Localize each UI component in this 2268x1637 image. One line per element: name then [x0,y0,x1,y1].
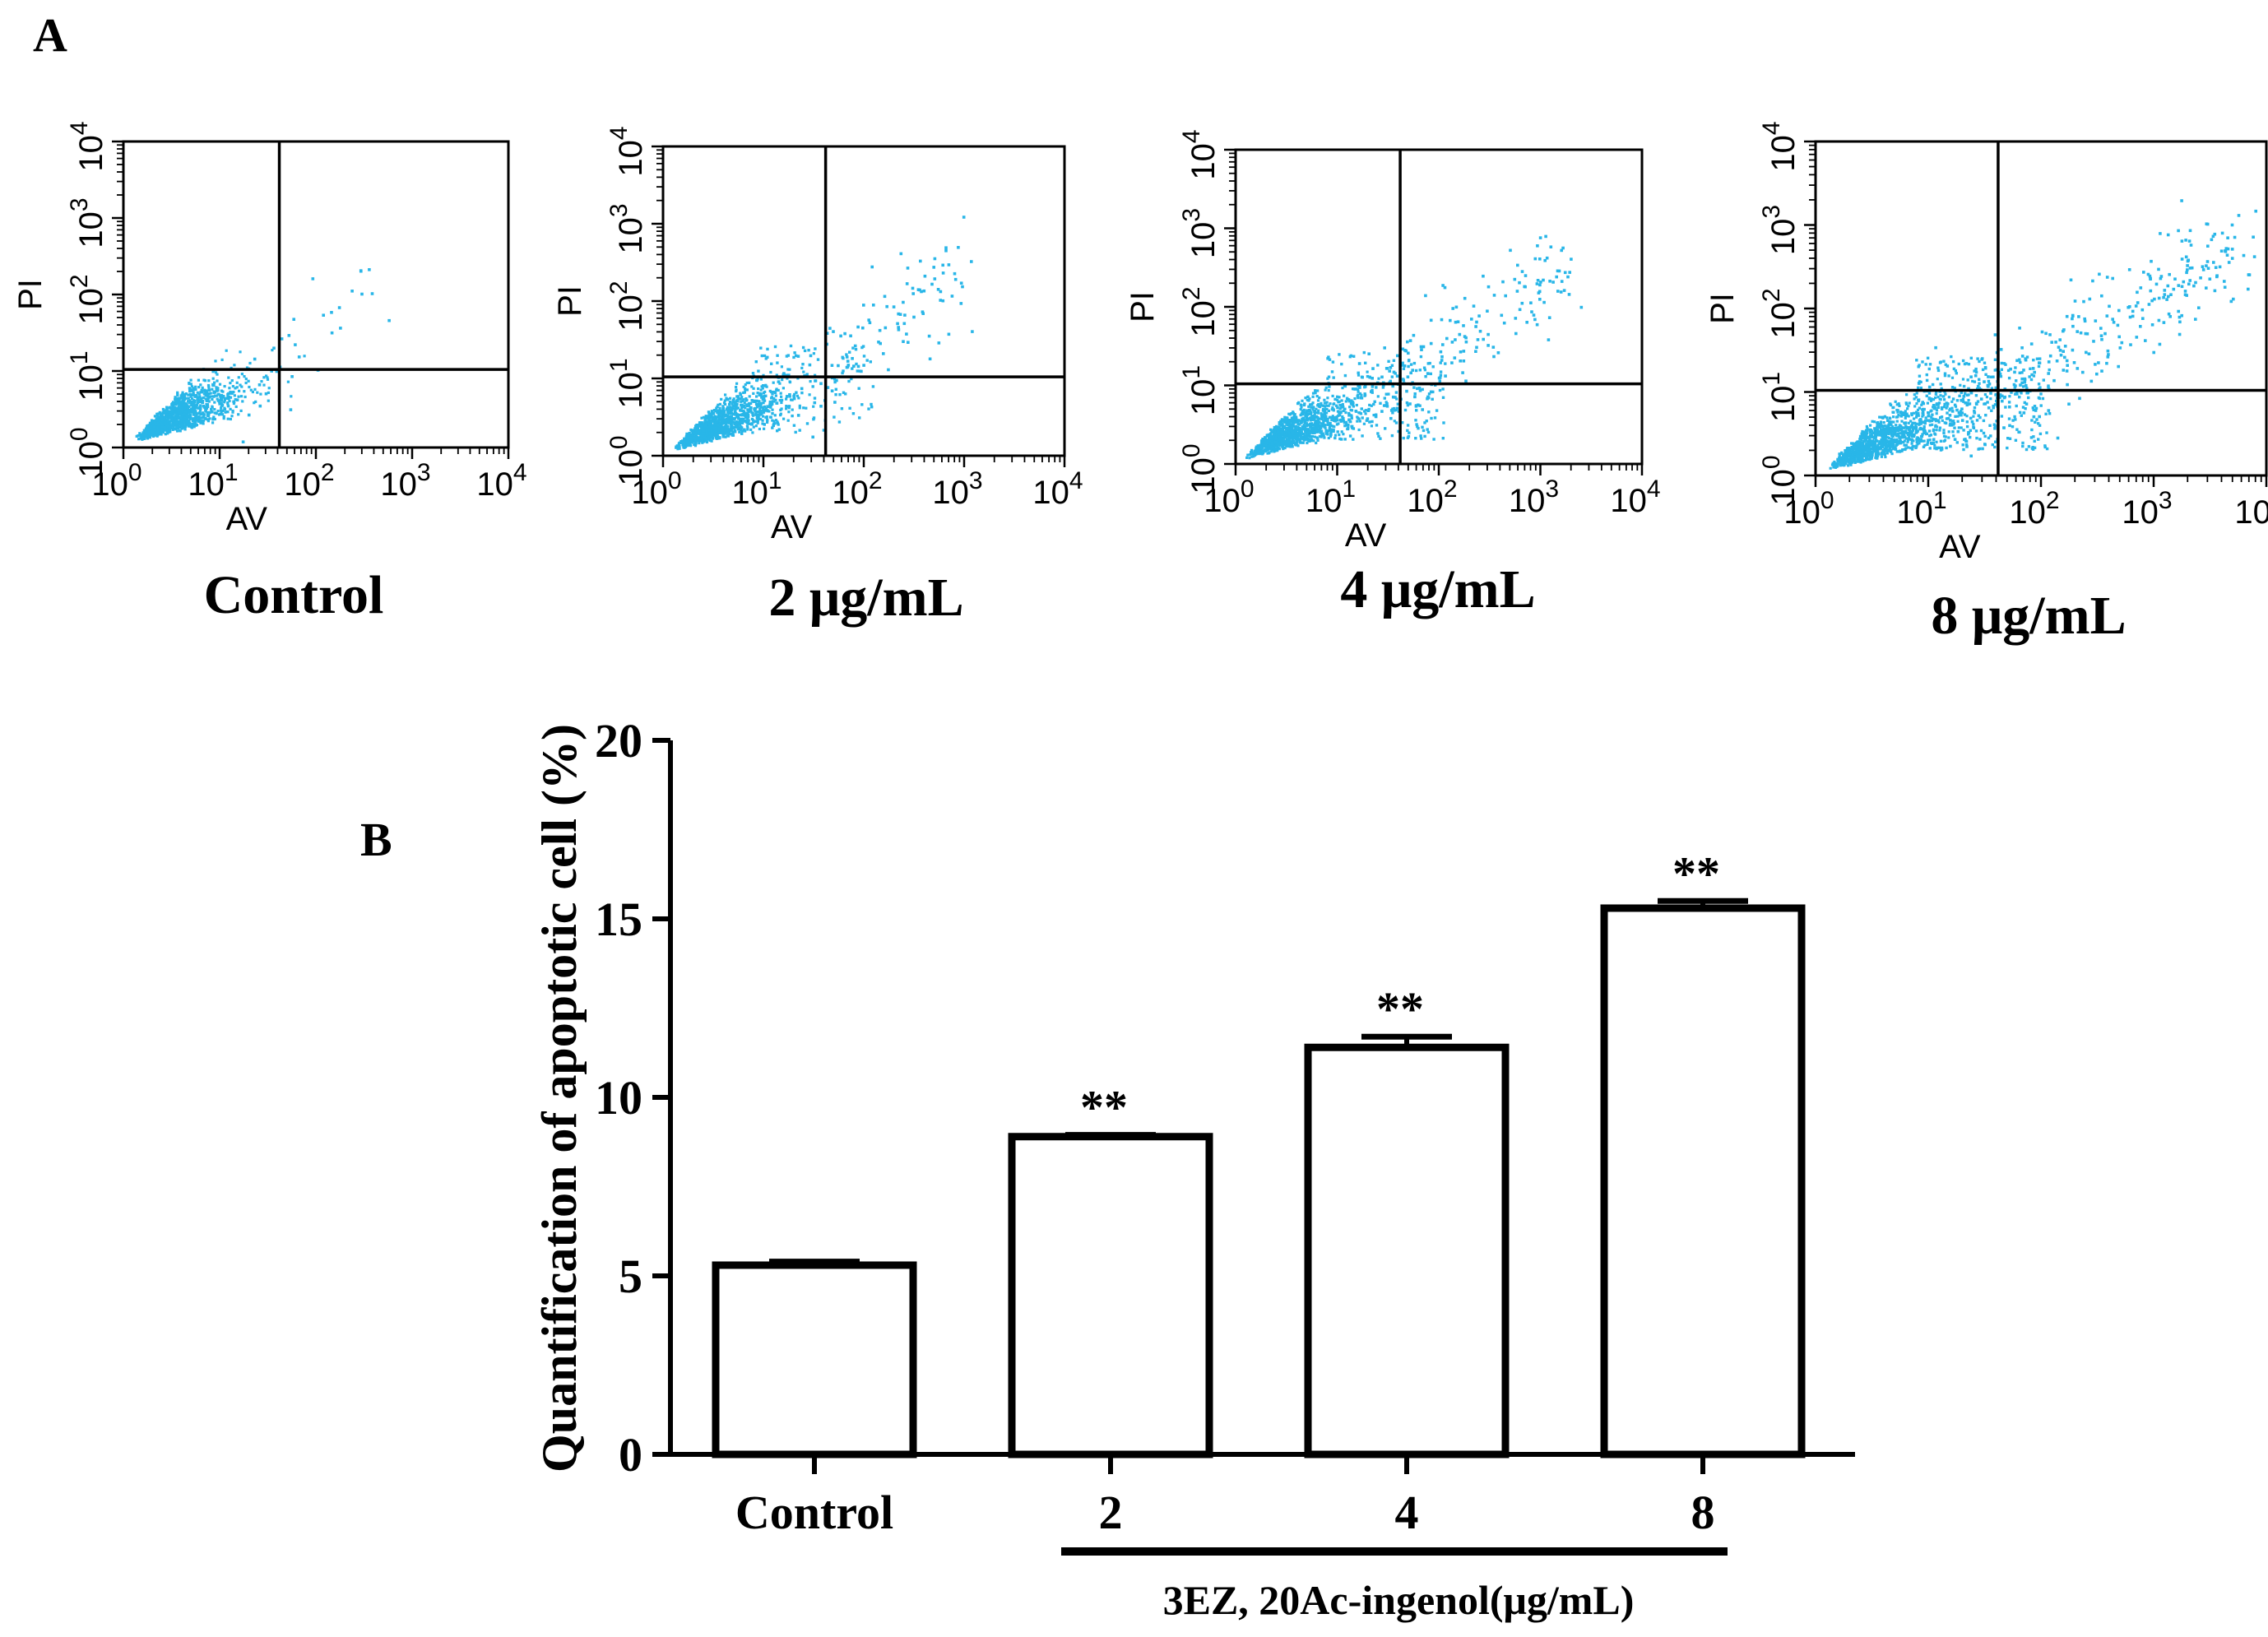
x-axis-label: AV [771,509,813,545]
x-axis-label: AV [226,501,268,537]
y-tick-label: 103 [1178,208,1222,258]
y-tick-label: 101 [1758,372,1802,422]
x-tick-label: 8 [1691,1486,1715,1539]
y-tick-label: 15 [595,893,642,946]
bar [712,1261,917,1458]
x-tick-label: 100 [91,459,141,503]
panel-b-bar-chart: 0 5 10 15 20 Control 2 ** 4 ** 8 ** 3EZ, 20Ac-ingeno… [532,714,1855,1623]
y-tick-label: 100 [1178,443,1222,494]
dot-plot-title: 4 μg/mL [1340,559,1535,619]
x-tick-label: 103 [380,459,430,503]
x-tick-label: 100 [631,467,681,511]
x-tick-label: 102 [284,459,334,503]
y-axis-label: PI [12,279,49,310]
x-tick-label: 101 [1306,475,1356,519]
x-tick-label: 102 [1407,475,1457,519]
bar [1008,1133,1213,1458]
x-tick-label: 101 [731,467,782,511]
bar [1304,1043,1510,1458]
y-tick-label: 102 [66,274,109,324]
y-axis-label: Quantification of apoptotic cell (%) [532,724,587,1472]
panel-b-label: B [360,813,392,866]
y-tick-label: 101 [605,358,649,408]
y-tick-label: 104 [605,126,649,176]
y-tick-label: 20 [595,714,642,767]
x-axis-label: AV [1939,529,1981,565]
y-tick-label: 104 [66,121,109,171]
dot-plot-frame [122,140,510,449]
significance-marker: ** [1376,982,1424,1036]
panel-a-label: A [33,8,67,62]
dot-plot-title: 8 μg/mL [1931,586,2126,646]
x-tick-label: Control [735,1486,893,1539]
dot-plot-events [675,216,974,451]
x-tick-label: 102 [832,467,882,511]
dot-plot-events [1245,234,1584,460]
dot-plot-events [1829,199,2257,470]
x-tick-label: 103 [932,467,982,511]
dot-plot-events [135,268,391,443]
x-tick-label: 4 [1395,1486,1419,1539]
x-tick-label: 104 [1032,467,1083,511]
x-tick-label: 102 [2009,487,2059,531]
x-tick-label: 103 [2122,487,2172,531]
significance-marker: ** [1080,1081,1128,1134]
y-axis-label: PI [552,285,588,317]
dot-plot-title: 2 μg/mL [768,568,963,628]
y-tick-label: 102 [605,281,649,331]
significance-marker: ** [1672,846,1720,900]
x-tick-label: 103 [1509,475,1559,519]
y-tick-label: 5 [619,1250,642,1303]
y-tick-label: 104 [1758,121,1802,171]
y-axis-label: PI [1125,291,1161,322]
y-tick-label: 103 [1758,205,1802,255]
x-axis-label: 3EZ, 20Ac-ingenol(μg/mL) [1163,1577,1635,1623]
x-tick-label: 100 [1204,475,1254,519]
x-tick-label: 104 [476,459,526,503]
y-axis-label: PI [1704,293,1741,324]
x-tick-label: 100 [1783,487,1834,531]
y-tick-label: 103 [605,203,649,253]
x-axis-label: AV [1345,517,1387,554]
x-tick-label: 104 [2234,487,2268,531]
x-tick-label: 2 [1099,1486,1123,1539]
y-tick-label: 100 [1758,455,1802,505]
y-tick-label: 101 [1178,365,1222,415]
dot-plot-title: Control [204,565,384,625]
y-tick-label: 103 [66,197,109,248]
x-tick-label: 101 [188,459,238,503]
y-tick-label: 102 [1758,288,1802,338]
y-tick-label: 100 [66,427,109,477]
panel-a: 100100101101102102103103104104AVPIContro… [12,121,2268,646]
y-tick-label: 0 [619,1428,642,1482]
y-tick-label: 104 [1178,129,1222,179]
y-tick-label: 102 [1178,286,1222,336]
x-tick-label: 101 [1896,487,1946,531]
y-tick-label: 100 [605,435,649,485]
y-tick-label: 10 [595,1071,642,1125]
bar [1600,904,1806,1458]
y-tick-label: 101 [66,350,109,401]
x-tick-label: 104 [1610,475,1660,519]
